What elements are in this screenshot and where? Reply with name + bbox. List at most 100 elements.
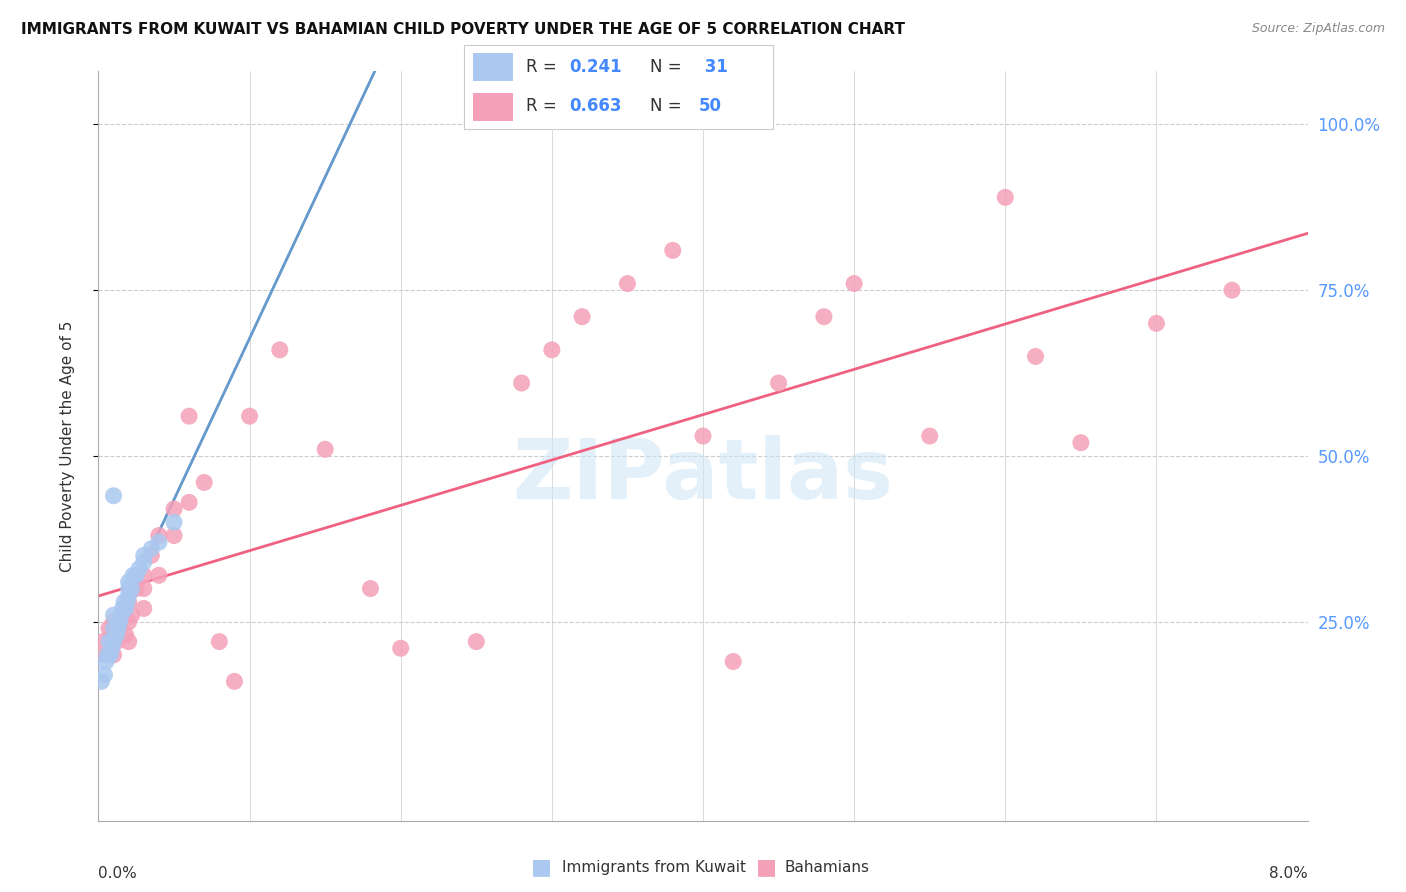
Point (1070, 435, 1092, 450)
Point (118, 595, 141, 609)
Point (360, 582, 382, 596)
Point (91, 634, 114, 648)
Point (239, 409, 262, 424)
Text: Bahamians: Bahamians (785, 860, 869, 874)
Point (103, 621, 125, 635)
Point (105, 634, 128, 648)
Point (108, 615, 131, 629)
Point (389, 641, 412, 656)
Point (103, 648, 125, 662)
Point (128, 562, 150, 576)
Point (132, 582, 155, 596)
Point (692, 429, 714, 443)
Point (98, 634, 121, 648)
Y-axis label: Child Poverty Under the Age of 5: Child Poverty Under the Age of 5 (60, 320, 75, 572)
Text: 50: 50 (699, 97, 723, 115)
Text: ■: ■ (531, 857, 551, 877)
Point (540, 343, 562, 357)
Point (148, 535, 170, 549)
Point (107, 621, 129, 635)
Point (103, 608, 125, 623)
Point (100, 648, 122, 662)
Text: 0.0%: 0.0% (98, 865, 138, 880)
Point (132, 555, 155, 569)
Text: 31: 31 (699, 58, 728, 76)
Point (90, 674, 112, 689)
FancyBboxPatch shape (474, 93, 513, 120)
Point (114, 601, 136, 615)
Text: Source: ZipAtlas.com: Source: ZipAtlas.com (1251, 22, 1385, 36)
Text: R =: R = (526, 58, 562, 76)
Point (103, 634, 125, 648)
Point (118, 588, 141, 602)
Point (193, 475, 215, 490)
Point (121, 608, 143, 623)
Point (208, 634, 231, 648)
Point (510, 376, 533, 390)
Point (723, 655, 745, 669)
Text: R =: R = (526, 97, 562, 115)
FancyBboxPatch shape (474, 54, 513, 81)
Point (768, 376, 790, 390)
Text: IMMIGRANTS FROM KUWAIT VS BAHAMIAN CHILD POVERTY UNDER THE AGE OF 5 CORRELATION : IMMIGRANTS FROM KUWAIT VS BAHAMIAN CHILD… (21, 22, 905, 37)
Point (94, 648, 117, 662)
Point (111, 601, 134, 615)
Point (110, 608, 132, 623)
Point (118, 615, 141, 629)
Point (101, 641, 124, 656)
Point (813, 310, 835, 324)
Point (224, 674, 246, 689)
Text: N =: N = (650, 97, 686, 115)
Point (96, 648, 118, 662)
Point (1025, 350, 1047, 364)
Point (571, 310, 593, 324)
Text: ■: ■ (756, 857, 776, 877)
Point (163, 515, 186, 529)
Point (314, 442, 336, 457)
Point (844, 277, 866, 291)
Text: Immigrants from Kuwait: Immigrants from Kuwait (562, 860, 747, 874)
Point (101, 628, 124, 642)
Point (93, 667, 115, 681)
Point (163, 502, 186, 516)
Text: N =: N = (650, 58, 686, 76)
Point (132, 601, 155, 615)
Point (616, 277, 638, 291)
Point (98, 621, 121, 635)
Point (103, 615, 125, 629)
Text: 0.663: 0.663 (569, 97, 621, 115)
Point (125, 582, 148, 596)
Point (94, 655, 117, 669)
Point (105, 628, 128, 642)
Point (1220, 283, 1243, 297)
Point (661, 244, 683, 258)
Point (111, 608, 134, 623)
Point (112, 595, 135, 609)
Text: ZIPatlas: ZIPatlas (513, 435, 893, 516)
Point (114, 628, 136, 642)
Point (108, 621, 131, 635)
Point (132, 568, 155, 582)
Point (269, 343, 291, 357)
Point (141, 541, 163, 556)
Text: 8.0%: 8.0% (1268, 865, 1308, 880)
Point (994, 190, 1017, 204)
Point (148, 568, 170, 582)
Point (179, 495, 201, 509)
Point (148, 528, 170, 542)
Point (1146, 316, 1168, 330)
Text: 0.241: 0.241 (569, 58, 621, 76)
Point (122, 568, 145, 582)
Point (163, 528, 186, 542)
Point (179, 409, 201, 424)
Point (115, 595, 138, 609)
Point (132, 549, 155, 563)
Point (125, 568, 148, 582)
Point (918, 429, 941, 443)
Point (121, 582, 143, 596)
Point (118, 574, 141, 589)
Point (118, 582, 141, 596)
Point (141, 549, 163, 563)
Point (103, 489, 125, 503)
Point (465, 634, 488, 648)
